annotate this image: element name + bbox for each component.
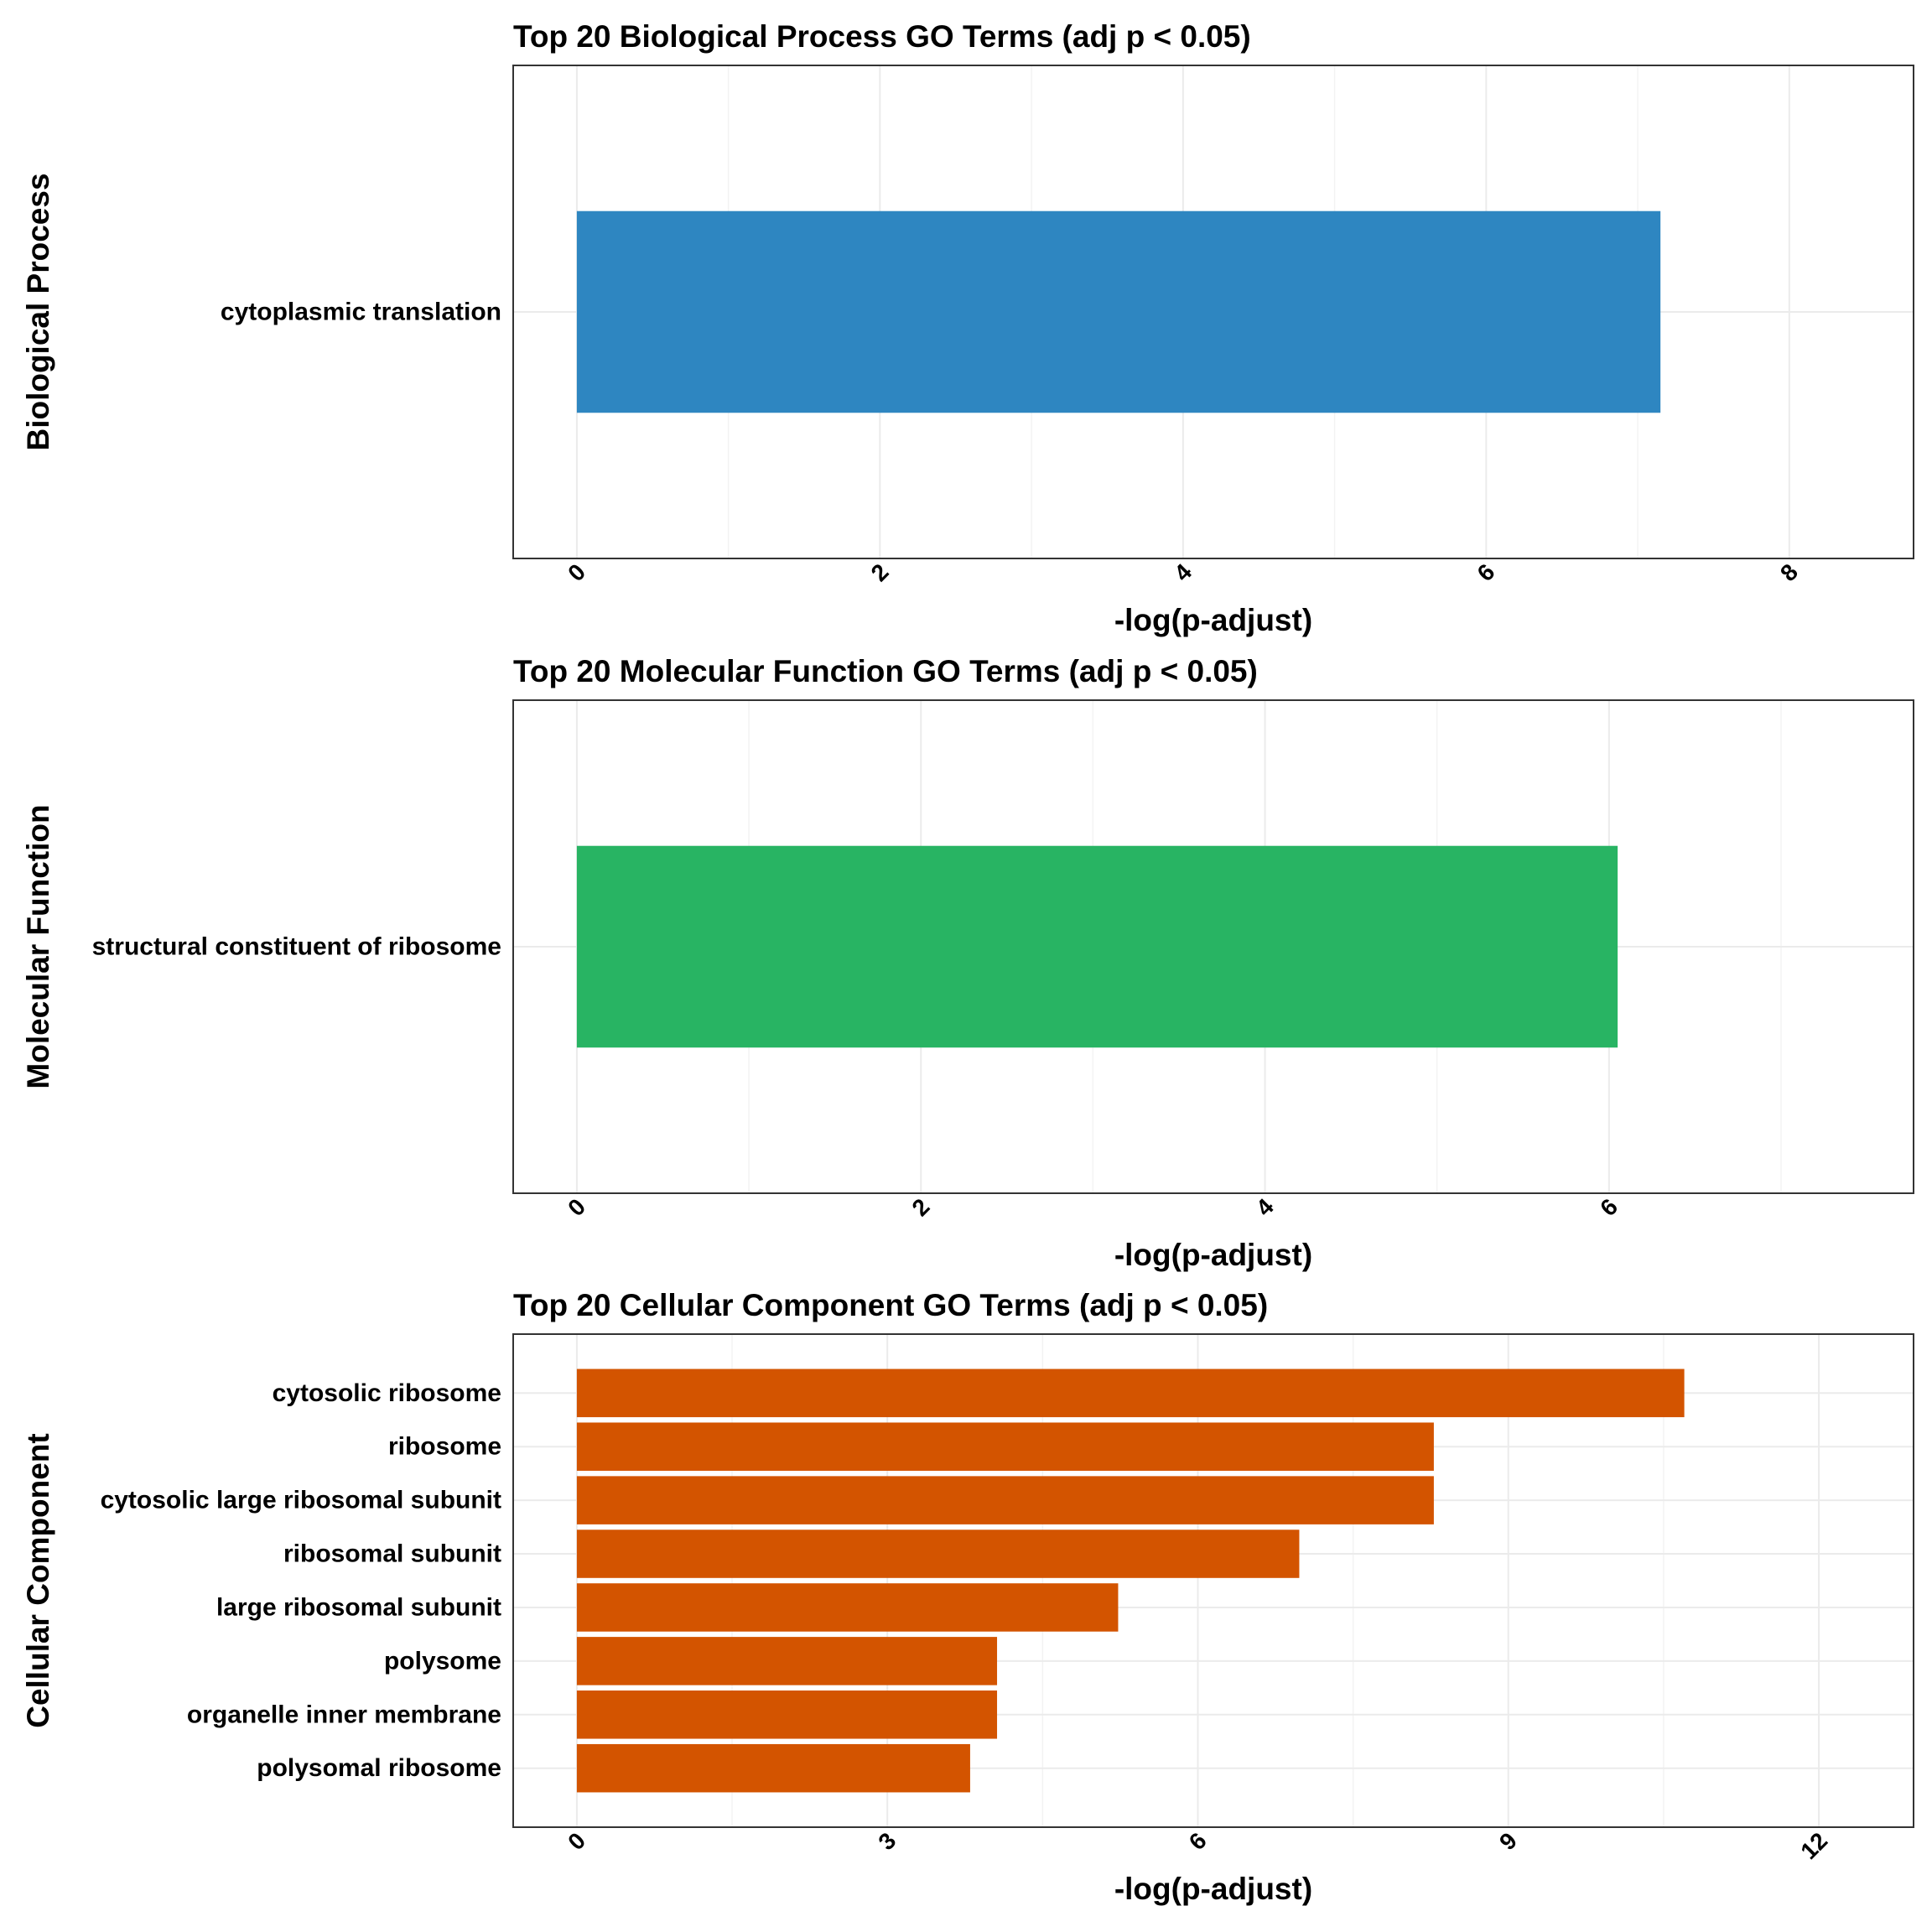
bar-polysomal-ribosome — [576, 1743, 970, 1793]
bp-x-tick-labels: 0 2 4 6 8 — [563, 558, 1803, 586]
bp-x-tick-8: 8 — [1775, 558, 1803, 586]
bar-large-ribosomal-subunit — [576, 1583, 1119, 1632]
category-label-ribosomal-subunit: ribosomal subunit — [283, 1540, 501, 1568]
mf-x-tick-4: 4 — [1251, 1193, 1279, 1221]
bar-cytoplasmic-translation — [576, 210, 1661, 413]
bar-ribosomal-subunit — [576, 1530, 1300, 1578]
cc-x-tick-6: 6 — [1184, 1827, 1212, 1855]
cellular-component-panel: Top 20 Cellular Component GO Terms (adj … — [21, 1288, 1914, 1906]
bp-y-axis-label: Biological Process — [21, 173, 55, 450]
bp-x-tick-6: 6 — [1472, 558, 1500, 586]
bar-polysome — [576, 1637, 998, 1685]
bar-cytosolic-ribosome — [576, 1368, 1685, 1418]
mf-x-tick-6: 6 — [1595, 1193, 1623, 1221]
bp-x-tick-2: 2 — [866, 558, 894, 586]
bp-x-axis-label: -log(p-adjust) — [1114, 603, 1312, 637]
mf-x-tick-0: 0 — [563, 1193, 590, 1221]
cc-x-tick-3: 3 — [874, 1827, 901, 1855]
category-label-ribosome: ribosome — [388, 1433, 501, 1461]
category-label-cytosolic-large-ribosomal-subunit: cytosolic large ribosomal subunit — [101, 1487, 501, 1514]
mf-plot-frame — [512, 699, 1914, 1194]
biological-process-panel: Top 20 Biological Process GO Terms (adj … — [21, 19, 1914, 637]
bp-chart-title: Top 20 Biological Process GO Terms (adj … — [513, 19, 1251, 54]
cc-chart-title: Top 20 Cellular Component GO Terms (adj … — [513, 1288, 1268, 1322]
category-label-polysome: polysome — [384, 1647, 501, 1675]
cc-plot-frame — [512, 1333, 1914, 1828]
cc-bars — [576, 1368, 1685, 1793]
mf-x-axis-label: -log(p-adjust) — [1114, 1238, 1312, 1272]
mf-x-tick-2: 2 — [907, 1193, 935, 1221]
mf-bars — [576, 845, 1618, 1048]
bp-x-tick-4: 4 — [1169, 558, 1197, 586]
mf-category-labels: structural constituent of ribosome — [92, 933, 501, 961]
bp-bars — [576, 210, 1661, 413]
cc-category-labels: cytosolic ribosome ribosome cytosolic larg… — [101, 1379, 501, 1782]
molecular-function-panel: Top 20 Molecular Function GO Terms (adj … — [21, 654, 1914, 1272]
bp-category-labels: cytoplasmic translation — [221, 299, 501, 326]
cc-x-tick-9: 9 — [1494, 1827, 1522, 1855]
bar-ribosome — [576, 1422, 1434, 1471]
category-label-cytoplasmic-translation: cytoplasmic translation — [221, 299, 501, 326]
category-label-organelle-inner-membrane: organelle inner membrane — [187, 1701, 501, 1728]
mf-x-tick-labels: 0 2 4 6 — [563, 1193, 1623, 1221]
mf-y-axis-label: Molecular Function — [21, 804, 55, 1088]
category-label-large-ribosomal-subunit: large ribosomal subunit — [216, 1593, 501, 1621]
mf-chart-title: Top 20 Molecular Function GO Terms (adj … — [513, 654, 1258, 688]
cc-x-tick-12: 12 — [1795, 1827, 1832, 1864]
bar-cytosolic-large-ribosomal-subunit — [576, 1476, 1434, 1524]
cc-x-axis-label: -log(p-adjust) — [1114, 1872, 1312, 1906]
category-label-cytosolic-ribosome: cytosolic ribosome — [273, 1379, 501, 1407]
category-label-structural-constituent-of-ribosome: structural constituent of ribosome — [92, 933, 501, 961]
bar-structural-constituent-of-ribosome — [576, 845, 1618, 1048]
bp-plot-frame — [512, 65, 1914, 559]
bp-x-tick-0: 0 — [563, 558, 590, 586]
bar-organelle-inner-membrane — [576, 1690, 998, 1739]
cc-x-tick-0: 0 — [563, 1827, 590, 1855]
cc-x-tick-labels: 0 3 6 9 12 — [563, 1827, 1832, 1864]
cc-y-axis-label: Cellular Component — [21, 1433, 55, 1728]
category-label-polysomal-ribosome: polysomal ribosome — [257, 1754, 501, 1782]
